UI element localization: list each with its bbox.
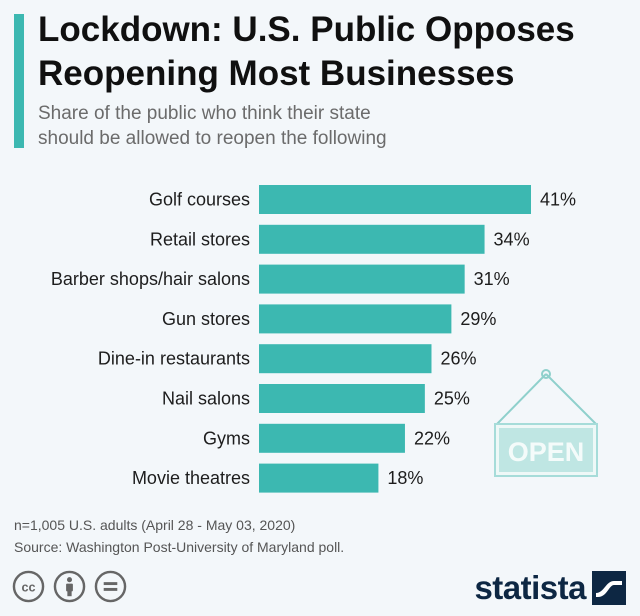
bar [259, 224, 485, 254]
sign-string-right [545, 373, 597, 425]
statista-logo-icon [592, 571, 626, 605]
bar [259, 304, 452, 334]
statista-logo[interactable]: statista [474, 568, 626, 608]
brand-name: statista [474, 569, 586, 606]
open-sign-illustration: OPEN [494, 369, 598, 477]
value-label: 22% [414, 428, 450, 448]
value-label: 18% [387, 468, 423, 488]
accent-bar [14, 14, 24, 148]
title-line-1: Lockdown: U.S. Public Opposes [38, 10, 575, 49]
category-label: Nail salons [162, 389, 250, 409]
category-label: Golf courses [149, 190, 250, 210]
category-label: Movie theatres [132, 468, 250, 488]
category-label: Barber shops/hair salons [51, 269, 250, 289]
category-label: Retail stores [150, 229, 250, 249]
no-derivatives-icon[interactable] [94, 570, 127, 603]
subtitle-line-1: Share of the public who think their stat… [38, 103, 371, 124]
license-icons: cc [12, 570, 127, 606]
sample-note: n=1,005 U.S. adults (April 28 - May 03, … [14, 517, 296, 533]
chart-subtitle: Share of the public who think their stat… [38, 101, 598, 151]
bar [259, 463, 379, 493]
bar [259, 344, 432, 374]
subtitle-line-2: should be allowed to reopen the followin… [38, 128, 387, 149]
value-label: 41% [540, 190, 576, 210]
title-line-2: Reopening Most Businesses [38, 54, 515, 93]
cc-icon[interactable]: cc [12, 570, 45, 603]
attribution-icon[interactable] [53, 570, 86, 603]
sign-string-left [496, 373, 547, 425]
chart-title: Lockdown: U.S. Public Opposes Reopening … [38, 8, 633, 96]
sign-hook [541, 369, 551, 379]
bars-group: Golf courses 41% Retail stores 34% Barber sh… [51, 185, 576, 493]
bar [259, 264, 465, 294]
value-label: 26% [440, 349, 476, 369]
value-label: 29% [460, 309, 496, 329]
sign-text: OPEN [508, 437, 585, 467]
footnote: n=1,005 U.S. adults (April 28 - May 03, … [14, 514, 344, 558]
source-note: Source: Washington Post-University of Ma… [14, 539, 345, 555]
sign-inner [499, 428, 593, 472]
category-label: Dine-in restaurants [98, 349, 250, 369]
value-label: 34% [494, 229, 530, 249]
bar [259, 423, 405, 453]
bar [259, 185, 531, 214]
value-label: 25% [434, 389, 470, 409]
category-label: Gun stores [162, 309, 250, 329]
bar [259, 384, 425, 413]
svg-text:cc: cc [21, 580, 35, 594]
category-label: Gyms [203, 428, 250, 448]
value-label: 31% [474, 269, 510, 289]
